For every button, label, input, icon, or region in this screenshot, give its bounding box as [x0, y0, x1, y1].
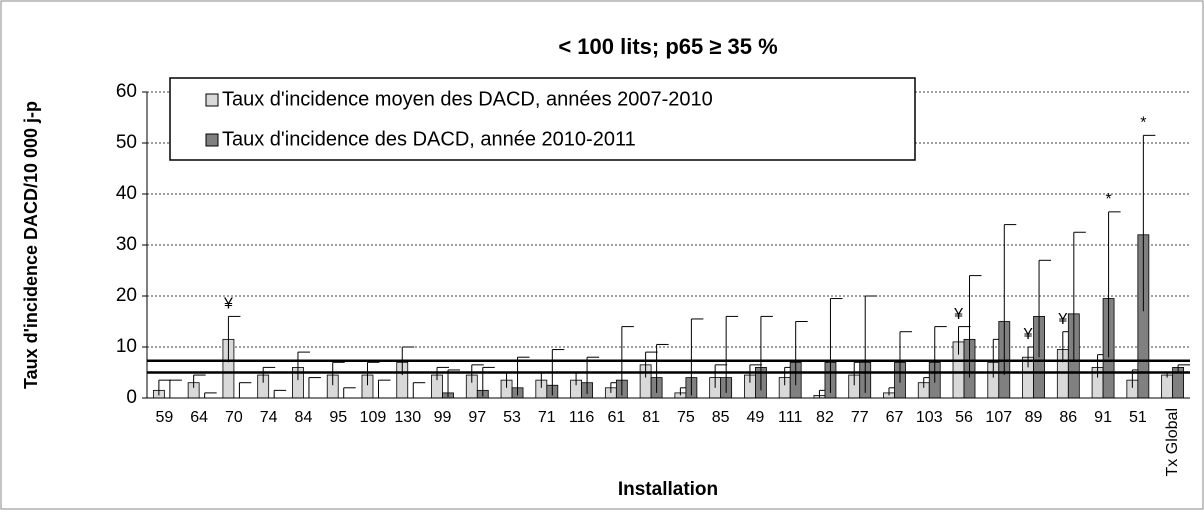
x-tick-label: 61 — [607, 409, 625, 426]
x-tick-label: 74 — [260, 409, 278, 426]
annotation: ¥ — [953, 306, 963, 323]
error-bar — [586, 356, 600, 394]
error-bar — [436, 366, 450, 381]
x-tick-label: 56 — [955, 409, 973, 426]
y-tick-label: 30 — [116, 234, 137, 255]
error-bar — [308, 377, 321, 398]
error-bar — [227, 315, 241, 363]
error-bar — [1177, 364, 1191, 373]
error-bar — [864, 295, 878, 393]
x-tick-label: 95 — [329, 409, 347, 426]
error-bar — [471, 364, 484, 383]
x-tick-label: 75 — [677, 409, 695, 426]
x-tick-label: 86 — [1059, 409, 1077, 426]
x-tick-label: 116 — [569, 409, 595, 426]
error-bar — [447, 369, 461, 397]
x-tick-label: 99 — [434, 409, 452, 426]
error-bar — [262, 366, 276, 383]
error-bar — [238, 382, 252, 398]
error-bar — [297, 351, 310, 381]
y-tick-label: 40 — [116, 183, 137, 204]
annotation: ¥ — [1057, 311, 1067, 328]
error-bar — [1108, 211, 1121, 358]
x-tick-label: 89 — [1025, 409, 1043, 426]
error-bar — [158, 379, 171, 396]
error-bar — [343, 387, 356, 398]
annotation: ¥ — [223, 296, 233, 313]
bar — [1161, 374, 1174, 399]
error-bar — [1003, 224, 1017, 376]
error-bar — [749, 364, 762, 383]
x-axis-label: Installation — [618, 479, 718, 500]
error-bar — [958, 326, 971, 355]
legend-label: Taux d'incidence des DACD, année 2010-20… — [222, 128, 636, 150]
error-bar — [690, 318, 704, 396]
x-tick-label: 130 — [394, 409, 421, 426]
annotation: ¥ — [1023, 326, 1033, 343]
x-tick-label: 107 — [985, 409, 1012, 426]
error-bar — [760, 315, 773, 391]
x-tick-label: 77 — [851, 409, 869, 426]
error-bar — [204, 392, 217, 398]
x-tick-label: 53 — [503, 409, 521, 426]
x-tick-label: 109 — [360, 409, 387, 426]
error-bar — [517, 356, 530, 396]
error-bar — [656, 343, 669, 393]
legend-label: Taux d'incidence moyen des DACD, années … — [222, 88, 713, 110]
error-bar — [377, 379, 391, 398]
y-axis-label: Taux d'incidence DACD/10 000 j-p — [21, 101, 41, 389]
x-tick-label: 111 — [778, 409, 802, 426]
error-bar — [1142, 134, 1156, 312]
x-tick-label: 70 — [225, 409, 243, 426]
legend-box — [169, 77, 916, 161]
x-tick-label: Tx Global — [1164, 408, 1181, 476]
error-bar — [412, 382, 426, 398]
error-bar — [899, 331, 912, 383]
error-bar — [714, 364, 728, 388]
x-tick-label: 84 — [295, 409, 313, 426]
x-tick-label: 67 — [886, 409, 904, 426]
legend-swatch — [205, 93, 219, 107]
x-tick-label: 59 — [155, 409, 173, 426]
error-bar — [1073, 231, 1086, 360]
x-tick-label: 82 — [816, 409, 834, 426]
y-tick-label: 50 — [116, 132, 137, 153]
x-tick-label: 97 — [468, 409, 486, 426]
y-tick-label: 60 — [116, 81, 137, 102]
y-tick-label: 10 — [116, 336, 137, 357]
x-tick-label: 71 — [538, 409, 556, 426]
error-bar — [332, 361, 345, 386]
y-tick-label: 0 — [126, 387, 137, 408]
error-bar — [193, 374, 206, 388]
x-tick-label: 51 — [1129, 409, 1147, 426]
error-bar — [1038, 259, 1052, 358]
legend-swatch — [205, 133, 219, 147]
error-bar — [829, 298, 843, 393]
error-bar — [366, 361, 380, 386]
error-bar — [795, 321, 808, 386]
x-tick-label: 85 — [712, 409, 730, 426]
x-tick-label: 91 — [1094, 409, 1112, 426]
chart-title: < 100 lits; p65 ≥ 35 % — [558, 34, 777, 59]
annotation: * — [1140, 115, 1146, 132]
error-bar — [169, 379, 182, 398]
x-tick-label: 49 — [747, 409, 765, 426]
error-bar — [273, 389, 287, 398]
y-tick-label: 20 — [116, 285, 137, 306]
x-tick-label: 103 — [916, 409, 943, 426]
x-tick-label: 81 — [642, 409, 660, 426]
x-tick-label: 64 — [190, 409, 208, 426]
annotation: * — [1105, 191, 1111, 208]
error-bar — [725, 315, 739, 393]
